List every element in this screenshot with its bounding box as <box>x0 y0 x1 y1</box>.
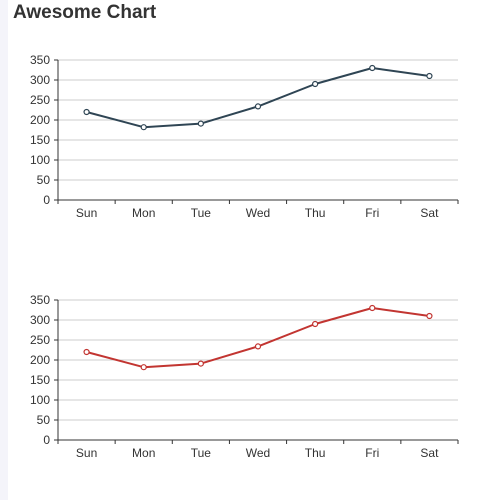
data-point[interactable] <box>254 343 262 350</box>
line-chart-bottom: 0 50 100 150 200 250 300 350 Sun Mon Tue Wed Thu Fri S… <box>30 293 459 460</box>
y-tick-label: 200 <box>30 113 50 127</box>
x-tick-label: Wed <box>246 446 270 460</box>
x-tick-label: Tue <box>191 206 212 220</box>
data-point[interactable] <box>197 120 204 127</box>
line-chart-top: 0 50 100 150 200 250 300 350 Sun Mon Tue Wed Thu Fri S… <box>30 53 459 220</box>
y-tick-label: 300 <box>30 73 50 87</box>
y-tick-label: 300 <box>30 313 50 327</box>
x-tick-label: Tue <box>191 446 212 460</box>
x-tick-label: Sun <box>76 206 97 220</box>
y-tick-label: 100 <box>30 393 50 407</box>
y-tick-label: 0 <box>43 193 50 207</box>
x-tick-label: Mon <box>132 446 155 460</box>
y-tick-label: 200 <box>30 353 50 367</box>
x-tick-label: Sun <box>76 446 97 460</box>
y-tick-label: 150 <box>30 373 50 387</box>
data-point[interactable] <box>140 124 147 131</box>
data-point[interactable] <box>369 64 376 72</box>
x-tick-label: Sat <box>420 206 439 220</box>
series-line <box>86 307 430 369</box>
y-tick-label: 350 <box>30 53 50 67</box>
chart-title: Awesome Chart <box>13 2 157 23</box>
data-point[interactable] <box>197 360 204 367</box>
y-tick-label: 0 <box>43 433 50 447</box>
data-point[interactable] <box>83 108 90 116</box>
data-point[interactable] <box>83 348 90 356</box>
y-tick-label: 250 <box>30 333 50 347</box>
data-point[interactable] <box>312 80 319 88</box>
x-tick-label: Wed <box>246 206 270 220</box>
y-tick-label: 50 <box>37 173 51 187</box>
x-tick-label: Fri <box>365 446 379 460</box>
x-tick-label: Thu <box>305 446 326 460</box>
data-point[interactable] <box>369 304 376 312</box>
data-point[interactable] <box>426 72 433 80</box>
data-point[interactable] <box>254 103 262 110</box>
y-tick-label: 150 <box>30 133 50 147</box>
x-tick-label: Fri <box>365 206 379 220</box>
y-tick-label: 250 <box>30 93 50 107</box>
x-tick-label: Thu <box>305 206 326 220</box>
data-point[interactable] <box>140 364 147 371</box>
data-point[interactable] <box>312 320 319 328</box>
chart-page <box>8 0 500 500</box>
x-tick-label: Sat <box>420 446 439 460</box>
y-tick-label: 350 <box>30 293 50 307</box>
series-line <box>86 67 430 129</box>
x-tick-label: Mon <box>132 206 155 220</box>
y-tick-label: 100 <box>30 153 50 167</box>
data-point[interactable] <box>426 312 433 320</box>
y-tick-label: 50 <box>37 413 51 427</box>
